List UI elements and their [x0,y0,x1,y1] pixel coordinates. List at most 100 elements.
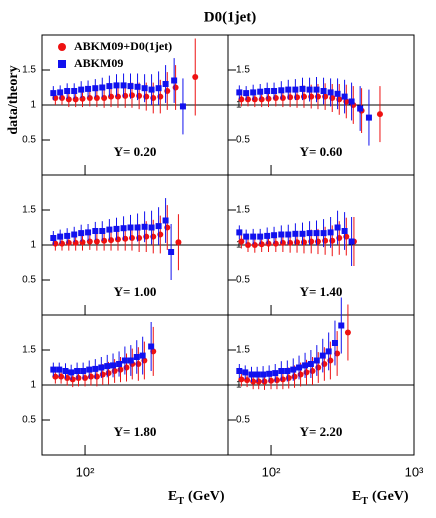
panel-annotation: Y= 2.20 [300,424,343,439]
data-point [236,229,243,236]
x-axis-label: ET (GeV) [168,489,225,507]
data-point [279,95,286,101]
data-point [50,90,57,97]
data-point [341,228,348,234]
y-axis-label: data/theory [6,65,21,134]
data-point [322,93,329,100]
data-point [307,361,314,367]
y-tick-label: 0.5 [236,135,250,146]
data-point [303,369,310,376]
data-point [68,369,75,376]
x-label-symbol: E [352,489,361,504]
data-point [121,357,128,364]
data-point [116,361,123,367]
y-tick-label: 1.5 [22,205,36,216]
data-point [127,357,134,364]
x-tick-label: 10² [76,464,95,479]
chart-title: D0(1jet) [204,9,256,25]
legend-marker [58,43,66,51]
data-point [75,375,82,381]
data-point [258,241,265,248]
data-point [238,96,245,103]
data-point [290,366,297,373]
y-tick-label: 1.5 [236,65,250,76]
data-point [92,85,99,92]
data-point [285,375,292,381]
data-point [300,93,307,100]
y-tick-label: 0.5 [236,275,250,286]
y-tick-label: 1.5 [22,345,36,356]
data-point [238,376,245,383]
data-point [57,233,64,240]
panel-annotation: Y= 0.60 [300,144,343,159]
data-point [92,228,99,234]
data-point [325,348,332,355]
data-point [171,77,178,84]
data-point [80,368,87,374]
data-point [148,343,155,350]
y-tick-label: 0.5 [22,275,36,286]
data-point [72,239,79,246]
data-point [306,86,313,93]
data-point [93,373,100,380]
data-point [113,225,120,232]
data-point [331,340,338,346]
data-point [264,232,271,239]
panel-annotation: Y= 1.40 [300,284,343,299]
panel: 0.511.5Y= 0.60 [227,34,415,176]
data-point [285,231,292,238]
data-point [313,230,320,237]
data-point [327,229,334,236]
y-tick-label: 0.5 [22,135,36,146]
data-point [155,223,162,230]
data-point [64,88,71,94]
data-point [134,224,141,231]
x-label-subscript: T [177,496,184,507]
data-point [365,114,372,121]
data-point [243,233,250,240]
data-point [162,217,169,224]
data-point [120,82,127,89]
data-point [150,348,157,355]
x-label-unit: (GeV) [188,489,225,504]
data-point [99,228,106,234]
data-point [106,226,113,233]
data-point [314,238,321,245]
data-point [99,371,106,378]
panel: 0.5 1 1.5 Y= 0.20 [22,34,229,176]
data-point [265,95,272,102]
data-point [172,84,179,91]
data-point [258,96,265,103]
data-point [50,235,57,241]
data-point [162,81,169,87]
data-point [99,84,106,91]
data-point [114,236,121,243]
data-point [57,89,64,96]
x-label-unit: (GeV) [372,489,409,504]
data-point [127,224,134,231]
panel: 0.511.5Y= 2.20 [227,297,415,456]
data-point [242,369,249,376]
data-point [334,224,341,231]
data-point [128,92,135,99]
data-point [271,232,278,239]
data-point [93,95,100,101]
data-point [376,111,383,118]
data-point [114,93,121,100]
data-point [192,74,199,80]
data-point [257,88,264,95]
data-point [315,364,322,371]
data-point [139,352,146,359]
data-point [278,231,285,238]
data-point [299,85,306,92]
data-point [104,363,111,370]
data-point [261,378,268,385]
data-point [117,366,124,373]
data-point [314,93,321,100]
data-point [334,90,341,97]
y-tick-label: 1.5 [236,345,250,356]
data-point [56,366,63,373]
data-point [302,362,309,369]
data-point [79,239,86,246]
data-point [133,354,140,360]
